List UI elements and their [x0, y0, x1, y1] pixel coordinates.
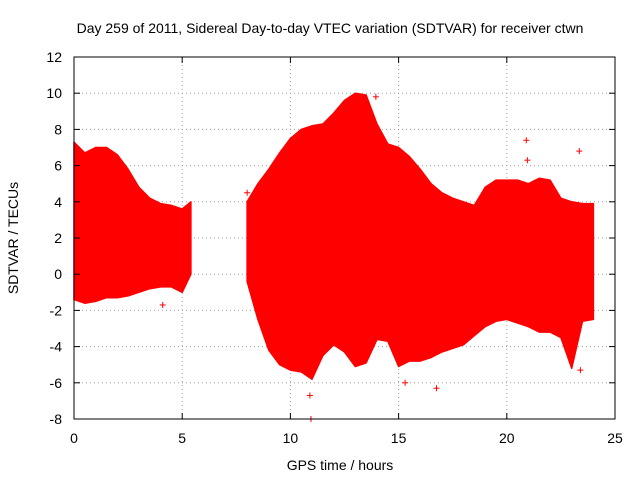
- x-tick-label: 20: [499, 430, 515, 446]
- outlier-point: [306, 392, 313, 399]
- y-tick-label: -2: [50, 302, 63, 318]
- data-series: [73, 92, 595, 380]
- y-tick-label: 6: [54, 158, 62, 174]
- outlier-point: [433, 385, 440, 392]
- outlier-point: [524, 157, 531, 164]
- outlier-point: [577, 367, 584, 374]
- y-tick-label: 2: [54, 230, 62, 246]
- x-tick-label: 15: [391, 430, 407, 446]
- axis-ticks: 0 5 10 15 20 25 -8 -6 -4 -2 0 2 4 6 8 10 12: [46, 49, 623, 446]
- y-tick-label: -8: [50, 411, 63, 427]
- y-tick-label: 12: [46, 49, 62, 65]
- outlier-points: [159, 93, 584, 422]
- chart-title: Day 259 of 2011, Sidereal Day-to-day VTE…: [77, 20, 584, 36]
- x-tick-label: 0: [70, 430, 78, 446]
- x-tick-label: 5: [178, 430, 186, 446]
- y-tick-label: -4: [50, 339, 63, 355]
- outlier-point: [159, 301, 166, 308]
- outlier-point: [576, 148, 583, 155]
- y-axis-label: SDTVAR / TECUs: [5, 182, 21, 294]
- y-tick-label: -6: [50, 375, 63, 391]
- series-band: [246, 92, 595, 380]
- x-tick-label: 25: [607, 430, 623, 446]
- x-axis-label: GPS time / hours: [287, 457, 394, 473]
- x-tick-label: 10: [283, 430, 299, 446]
- outlier-point: [402, 379, 409, 386]
- y-tick-label: 10: [46, 85, 62, 101]
- outlier-point: [244, 189, 251, 196]
- y-tick-label: 0: [54, 266, 62, 282]
- outlier-point: [523, 137, 530, 144]
- y-tick-label: 4: [54, 194, 62, 210]
- series-band: [73, 141, 192, 304]
- outlier-point: [372, 93, 379, 100]
- y-tick-label: 8: [54, 121, 62, 137]
